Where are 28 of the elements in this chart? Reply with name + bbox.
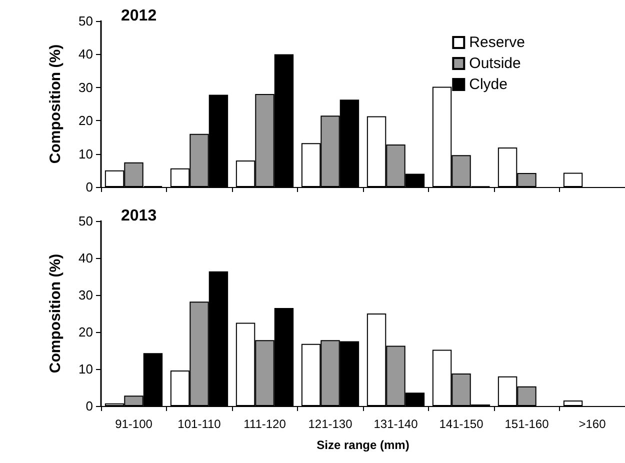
y-tick-label: 50 (78, 14, 93, 28)
y-axis-title: Composition (%) (47, 44, 64, 164)
y-tick-label: 50 (78, 214, 93, 228)
y-tick-label: 30 (78, 80, 93, 95)
x-tick-label: 121-130 (308, 417, 353, 431)
y-tick-label: 20 (78, 324, 93, 340)
y-tick-label: 20 (78, 113, 93, 128)
legend-label: Reserve (469, 34, 526, 51)
x-tick-label: 101-110 (178, 417, 222, 431)
x-tick-label: 111-120 (244, 417, 286, 431)
x-tick-label: 91-100 (115, 417, 153, 431)
x-tick-label: 131-140 (374, 417, 418, 431)
y-tick-label: 10 (78, 146, 93, 162)
chart-title: 2013 (121, 208, 157, 224)
y-tick-label: 40 (78, 250, 93, 266)
y-tick-label: 0 (86, 398, 93, 414)
legend-label: Clyde (469, 76, 508, 93)
y-tick-label: 10 (78, 362, 93, 376)
y-axis-title: Composition (%) (47, 254, 64, 374)
legend-label: Outside (469, 55, 521, 72)
chart-title: 2012 (121, 8, 157, 24)
x-tick-label: 151-160 (504, 417, 550, 431)
x-tick-label: 141-150 (439, 417, 484, 431)
y-tick-label: 40 (78, 46, 93, 62)
y-tick-label: 30 (78, 288, 93, 302)
x-tick-label: >160 (578, 417, 606, 431)
y-tick-label: 0 (86, 180, 93, 194)
x-axis-title: Size range (mm) (316, 438, 410, 452)
